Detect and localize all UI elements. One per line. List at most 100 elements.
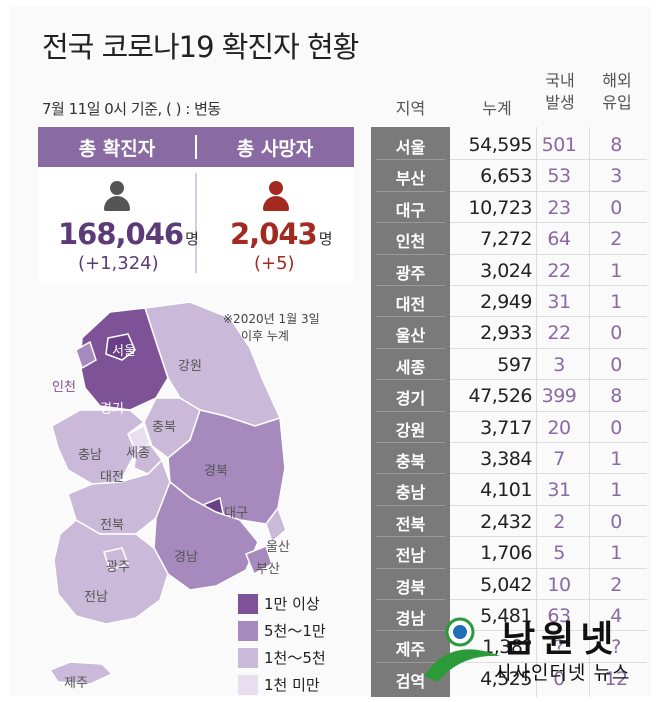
row-divider (450, 504, 647, 506)
row-region: 대전 (395, 295, 426, 314)
watermark-name: 남원넷 (502, 619, 620, 660)
row-domestic: 10 (547, 573, 571, 596)
table-row: 인천 7,272 64 2 (371, 223, 647, 253)
row-domestic: 5 (553, 542, 565, 565)
row-region: 경남 (395, 609, 426, 628)
map-label-gangwon: 강원 (178, 359, 202, 374)
legend: 1만 이상 5천～1만 1천～5천 1천 미만 (238, 590, 326, 698)
row-region: 대구 (395, 200, 426, 220)
row-divider (450, 316, 647, 318)
row-region: 충남 (395, 483, 426, 503)
header-total: 누계 (482, 99, 512, 118)
cumulative-note: ※2020년 1월 3일 이후 누계 (223, 312, 320, 343)
region-column-band (371, 127, 450, 697)
row-imported: ? (611, 636, 621, 659)
row-region: 울산 (395, 326, 426, 346)
header-imported: 해외 유입 (602, 71, 632, 112)
row-divider (450, 379, 647, 381)
map-label-gyeongnam: 경남 (174, 550, 198, 565)
region-divider (376, 253, 445, 255)
person-icon (104, 181, 130, 211)
row-imported: 2 (610, 228, 622, 251)
map-label-gwangju: 광주 (106, 560, 130, 575)
map-label-ulsan: 울산 (266, 540, 290, 555)
table-row: 서울 54,595 501 8 (371, 129, 647, 159)
table-row: 전남 1,706 5 1 (371, 537, 647, 567)
row-imported: 12 (604, 667, 628, 690)
row-total: 6,653 (480, 165, 532, 188)
row-region: 전남 (395, 546, 426, 566)
region-divider (376, 159, 445, 161)
region-gyeongbuk (167, 409, 286, 525)
summary-card: 총 확진자 총 사망자 168,046 명 (+1,324) 2,043 명 (+5… (38, 127, 354, 283)
basis-note: 7월 11일 0시 기준, ( ) : 변동 (42, 100, 221, 118)
row-total: 2,432 (480, 510, 532, 533)
row-total: 597 (497, 353, 532, 376)
region-divider (376, 504, 445, 506)
map-label-chungnam: 충남 (78, 448, 102, 463)
row-divider (450, 442, 647, 443)
row-domestic: 63 (547, 605, 571, 627)
confirmed-label: 총 확진자 (78, 138, 156, 160)
row-region: 인천 (395, 232, 426, 252)
table-row: 세종 597 3 0 (371, 349, 647, 379)
map-label-daegu: 대구 (224, 506, 248, 521)
row-total: 47,526 (468, 385, 533, 408)
row-region: 경북 (395, 577, 426, 597)
row-domestic: 501 (541, 134, 577, 156)
table-row: 검역 4,525 0 12 (371, 663, 647, 693)
row-imported: 0 (610, 416, 622, 439)
region-ulsan (265, 506, 287, 544)
row-imported: 0 (610, 353, 622, 376)
row-total: 3,024 (480, 259, 532, 282)
row-region: 강원 (395, 420, 426, 440)
row-region: 충북 (395, 452, 426, 471)
table-row: 전북 2,432 2 0 (371, 506, 647, 536)
row-total: 4,525 (480, 667, 532, 690)
row-imported: 8 (610, 134, 622, 156)
deaths-delta: (+5) (254, 253, 295, 274)
row-divider (450, 567, 647, 569)
row-region: 세종 (395, 357, 426, 377)
region-divider (376, 410, 445, 412)
row-divider (450, 473, 647, 475)
table-row: 충북 3,384 7 1 (371, 443, 647, 473)
row-imported: 1 (610, 259, 622, 282)
region-divider (376, 222, 445, 224)
row-divider (450, 222, 647, 224)
map-label-daejeon: 대전 (100, 470, 124, 485)
map-label-jeonnam: 전남 (84, 590, 108, 605)
row-domestic: ? (554, 636, 564, 659)
region-divider (376, 473, 445, 475)
legend-item: 5천～1만 (238, 617, 326, 644)
row-imported: 4 (610, 605, 622, 627)
row-total: 54,595 (468, 134, 533, 156)
legend-swatch (238, 593, 258, 614)
row-region: 검역 (395, 671, 426, 691)
region-divider (376, 347, 445, 349)
row-domestic: 22 (547, 259, 571, 282)
region-divider (376, 599, 445, 600)
row-divider (450, 253, 647, 255)
row-total: 10,723 (468, 196, 533, 219)
header-domestic: 국내 발생 (545, 71, 575, 112)
legend-item: 1만 이상 (238, 590, 326, 617)
table-row: 울산 2,933 22 0 (371, 317, 647, 347)
row-divider (450, 630, 647, 632)
row-imported: 1 (610, 448, 622, 470)
row-region: 광주 (395, 263, 426, 283)
table-row: 광주 3,024 22 1 (371, 255, 647, 285)
map-label-sejong: 세종 (126, 446, 150, 461)
row-region: 서울 (395, 138, 426, 157)
table-row: 경남 5,481 63 4 (371, 600, 647, 630)
map-label-busan: 부산 (256, 562, 280, 577)
legend-swatch (238, 620, 258, 641)
row-divider (450, 536, 647, 538)
region-divider (376, 630, 445, 632)
column-divider (589, 127, 590, 697)
table-row: 경기 47,526 399 8 (371, 380, 647, 410)
row-divider (450, 347, 647, 349)
row-domestic: 53 (547, 165, 571, 188)
confirmed-total: 168,046 명 (58, 217, 199, 251)
row-total: 5,042 (480, 573, 532, 596)
